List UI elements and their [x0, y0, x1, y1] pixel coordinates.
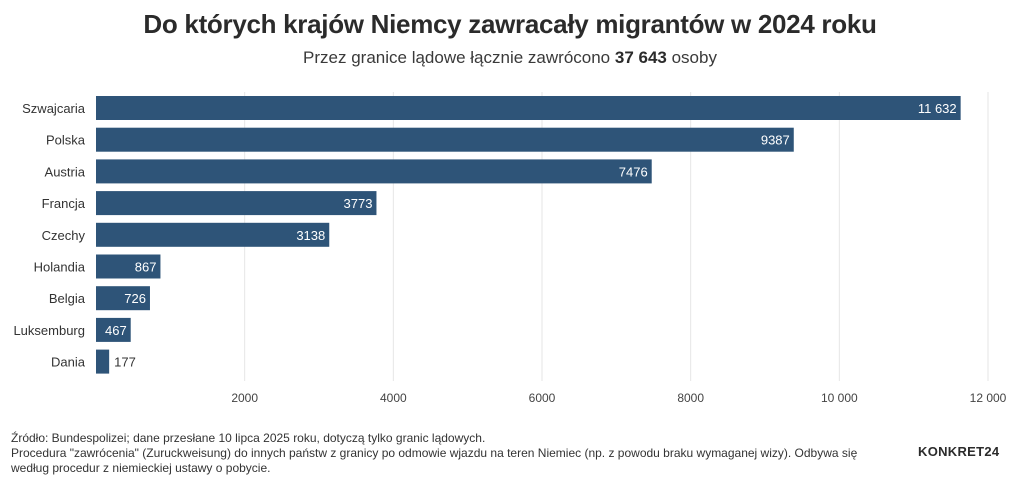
- chart-subtitle: Przez granice lądowe łącznie zawrócono 3…: [0, 48, 1020, 68]
- category-label: Austria: [45, 164, 86, 179]
- category-label: Holandia: [34, 260, 86, 275]
- value-label: 177: [114, 355, 136, 370]
- bar: [96, 286, 150, 311]
- value-label: 726: [124, 291, 146, 306]
- category-label: Czechy: [42, 228, 86, 243]
- bar: [96, 317, 131, 342]
- bar: [96, 254, 161, 279]
- x-tick-label: 10 000: [821, 391, 858, 405]
- source-note: Źródło: Bundespolizei; dane przesłane 10…: [11, 431, 486, 445]
- x-tick-label: 4000: [380, 391, 407, 405]
- category-label: Polska: [46, 133, 86, 148]
- chart-title: Do których krajów Niemcy zawracały migra…: [143, 9, 877, 39]
- value-label: 867: [135, 260, 157, 275]
- bar-chart: 2000 4000 6000 8000 10 000 12 000 Szwajcaria 11…: [13, 92, 1007, 405]
- category-label: Luksemburg: [13, 323, 85, 338]
- value-label: 11 632: [918, 101, 957, 116]
- category-label: Dania: [51, 355, 86, 370]
- subtitle-suffix: osoby: [666, 48, 717, 67]
- bar: [96, 96, 961, 120]
- value-label: 7476: [619, 164, 648, 179]
- procedure-note-line1: Procedura "zawrócenia" (Zuruckweisung) d…: [11, 446, 858, 460]
- bar: [96, 191, 377, 216]
- subtitle-total: 37 643: [614, 48, 667, 67]
- value-label: 3773: [344, 196, 373, 211]
- x-tick-label: 2000: [231, 391, 258, 405]
- value-label: 9387: [761, 133, 790, 148]
- bar: [96, 159, 652, 184]
- x-tick-label: 8000: [677, 391, 704, 405]
- category-label: Belgia: [49, 291, 86, 306]
- bar: [96, 222, 330, 247]
- konkret24-logo: KONKRET24: [918, 444, 1000, 459]
- subtitle-prefix: Przez granice lądowe łącznie zawrócono: [303, 48, 615, 67]
- category-label: Francja: [42, 196, 86, 211]
- x-tick-label: 12 000: [970, 391, 1007, 405]
- bar: [96, 127, 794, 152]
- category-label: Szwajcaria: [22, 101, 86, 116]
- bar: [96, 349, 110, 374]
- value-label: 3138: [296, 228, 325, 243]
- chart-footer: Źródło: Bundespolizei; dane przesłane 10…: [11, 431, 891, 476]
- procedure-note-line2: według procedur z niemieckiej ustawy o p…: [11, 461, 271, 475]
- value-label: 467: [105, 323, 127, 338]
- x-tick-label: 6000: [529, 391, 556, 405]
